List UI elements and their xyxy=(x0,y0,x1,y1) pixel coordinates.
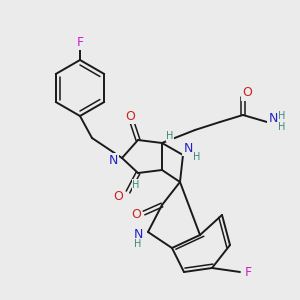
Text: N: N xyxy=(108,154,118,166)
Text: N: N xyxy=(183,142,193,154)
Text: H: H xyxy=(193,152,201,162)
Text: H: H xyxy=(132,180,140,190)
Text: O: O xyxy=(131,208,141,221)
Text: F: F xyxy=(76,35,84,49)
Text: O: O xyxy=(113,190,123,202)
Text: O: O xyxy=(242,86,252,100)
Text: H: H xyxy=(166,131,174,141)
Text: H: H xyxy=(278,111,286,121)
Text: H: H xyxy=(134,239,142,249)
Text: N: N xyxy=(268,112,278,125)
Text: N: N xyxy=(133,227,143,241)
Text: F: F xyxy=(244,266,252,278)
Text: H: H xyxy=(278,122,286,132)
Text: O: O xyxy=(125,110,135,122)
